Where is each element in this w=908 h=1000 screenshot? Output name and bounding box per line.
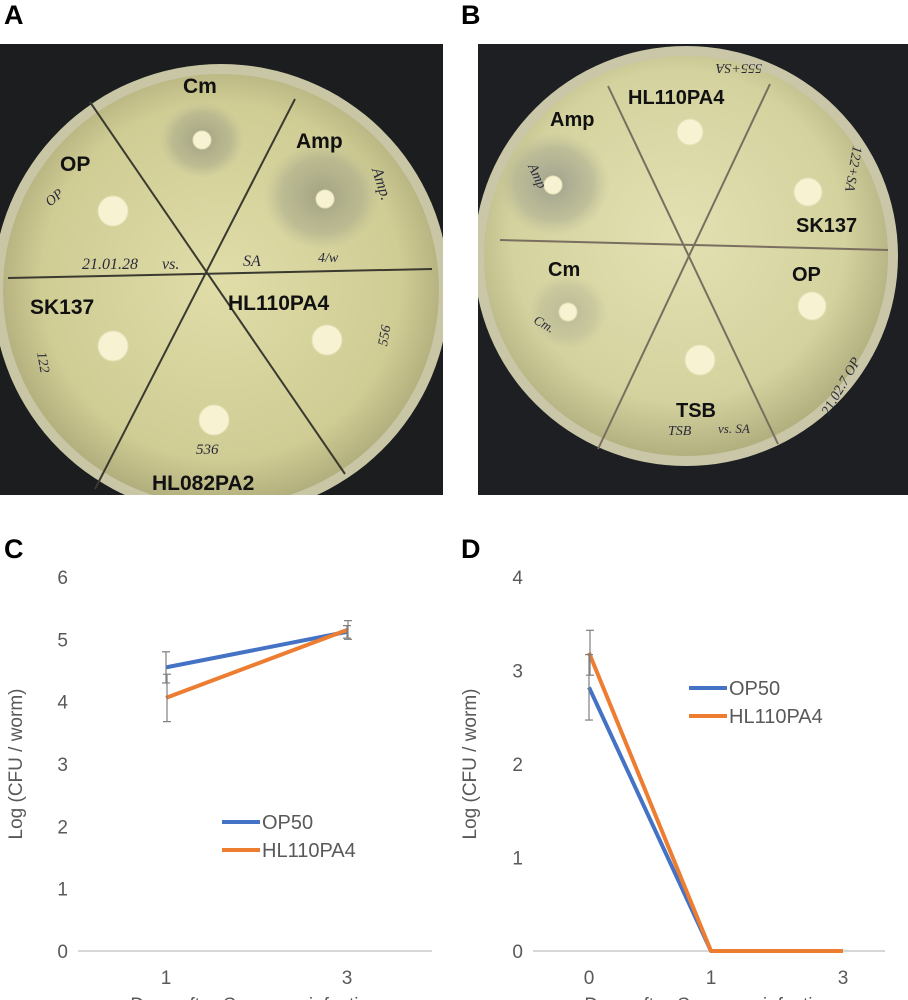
label-amp-a: Amp: [296, 130, 343, 153]
disk-cm-a: [192, 130, 212, 150]
disk-amp-a: [315, 189, 335, 209]
handwriting-hl110-a: 556: [376, 324, 394, 347]
chart-c-series-line-hl110pa4: [165, 628, 348, 700]
label-hl110pa4-a: HL110PA4: [228, 292, 329, 315]
chart-d-xtick-label: 3: [838, 968, 849, 989]
disk-op-a: [97, 195, 129, 227]
petri-dish-b: HL110PA4 Amp SK137 Cm OP TSB Amp 555+SA …: [478, 44, 908, 495]
disk-hl110pa4-a: [311, 324, 343, 356]
chart-c-x-axis-label-suffix: infection: [304, 995, 380, 1000]
chart-d-error-bar: [585, 654, 593, 721]
chart-c-ytick-label: 1: [57, 880, 68, 901]
chart-d: 0 1 2 3 4 0 1 3 Log (CFU / worm) Days after S. au…: [460, 568, 885, 1000]
label-sk137-a: SK137: [30, 296, 94, 319]
chart-d-x-axis-label-prefix: Days after: [584, 995, 676, 1000]
chart-d-ytick-label: 3: [512, 662, 523, 683]
label-cm-a: Cm: [183, 75, 217, 98]
panel-a-photo: Cm Amp OP SK137 HL110PA4 HL082PA2 21.01.…: [0, 44, 443, 495]
handwriting-top-b: 555+SA: [716, 60, 762, 75]
chart-c-xtick-label: 3: [342, 968, 353, 989]
chart-c-legend-label-hl110pa4: HL110PA4: [262, 840, 356, 862]
chart-d-xtick-label: 1: [706, 968, 717, 989]
panel-b-photo: HL110PA4 Amp SK137 Cm OP TSB Amp 555+SA …: [478, 44, 908, 495]
panel-d-letter: D: [461, 534, 481, 564]
handwriting-hl082-a: 536: [196, 442, 219, 458]
chart-c-error-bar: [344, 620, 352, 640]
chart-d-ytick-label: 4: [512, 568, 523, 589]
chart-d-x-axis-label: Days after S. aureus infection: [584, 995, 833, 1000]
chart-c-x-axis-label: Days after S. aureus infection: [130, 995, 379, 1000]
panel-c-letter: C: [4, 534, 24, 564]
disk-op-b: [797, 291, 827, 321]
chart-c-x-axis-label-italic: S. aureus: [222, 995, 304, 1000]
chart-c-xtick-label: 1: [161, 968, 172, 989]
chart-d-x-axis-label-suffix: infection: [758, 995, 834, 1000]
disk-amp-b: [543, 175, 563, 195]
handwriting-vs-a: vs.: [162, 256, 179, 273]
disk-tsb-b: [684, 344, 716, 376]
chart-c-ytick-label: 2: [57, 817, 68, 838]
chart-c-ytick-label: 6: [57, 568, 68, 589]
chart-d-ytick-label: 0: [512, 942, 523, 963]
chart-d-y-axis-label: Log (CFU / worm): [460, 689, 481, 840]
label-op-b: OP: [792, 264, 821, 286]
panel-b-letter: B: [461, 0, 481, 30]
disk-sk137-a: [97, 330, 129, 362]
chart-d-xtick-label: 0: [584, 968, 595, 989]
sector-lines-b: [499, 83, 889, 450]
chart-c: 0 1 2 3 4 5 6 1 3 Log (CFU / worm) Days after S. a…: [6, 568, 432, 1000]
chart-c-ytick-label: 0: [57, 942, 68, 963]
chart-d-legend-label-hl110pa4: HL110PA4: [729, 706, 823, 728]
chart-d-x-axis-label-italic: S. aureus: [676, 995, 758, 1000]
disk-hl082pa2-a: [198, 404, 230, 436]
chart-c-ytick-label: 5: [57, 630, 68, 651]
chart-d-series-line-hl110pa4: [587, 651, 843, 953]
chart-c-error-bar: [343, 625, 351, 639]
chart-d-legend-label-op50: OP50: [729, 678, 780, 700]
label-hl110pa4-b: HL110PA4: [628, 87, 725, 109]
sector-lines-a: [7, 98, 433, 490]
chart-c-series-line-op50: [165, 629, 348, 670]
disk-cm-b: [558, 302, 578, 322]
label-hl082pa2-a: HL082PA2: [152, 472, 254, 495]
label-cm-b: Cm: [548, 259, 580, 281]
chart-c-y-axis-label: Log (CFU / worm): [6, 689, 27, 840]
label-tsb-b: TSB: [676, 400, 716, 422]
label-sk137-b: SK137: [796, 215, 857, 237]
chart-c-legend-label-op50: OP50: [262, 812, 313, 834]
chart-c-error-bar: [162, 651, 170, 684]
disk-sk137-b: [793, 177, 823, 207]
chart-c-ytick-label: 3: [57, 755, 68, 776]
chart-d-ytick-label: 2: [512, 755, 523, 776]
disk-hl110pa4-b: [676, 118, 704, 146]
chart-c-ytick-label: 4: [57, 693, 68, 714]
label-amp-b: Amp: [550, 109, 594, 131]
chart-c-error-bar: [163, 673, 171, 723]
handwriting-sa-a: SA: [243, 253, 261, 270]
handwriting-date-a: 21.01.28: [82, 256, 138, 273]
label-op-a: OP: [60, 153, 90, 176]
chart-d-error-bar: [586, 629, 594, 676]
handwriting-tsb-b: TSB: [668, 424, 692, 439]
chart-c-x-axis-label-prefix: Days after: [130, 995, 222, 1000]
handwriting-vs-b: vs. SA: [718, 421, 750, 436]
panel-a-letter: A: [4, 0, 24, 30]
handwriting-sk-a: 122: [33, 351, 51, 374]
handwriting-misc-a: 4/w: [318, 251, 339, 266]
petri-dish-a: Cm Amp OP SK137 HL110PA4 HL082PA2 21.01.…: [0, 44, 443, 495]
chart-d-ytick-label: 1: [512, 849, 523, 870]
